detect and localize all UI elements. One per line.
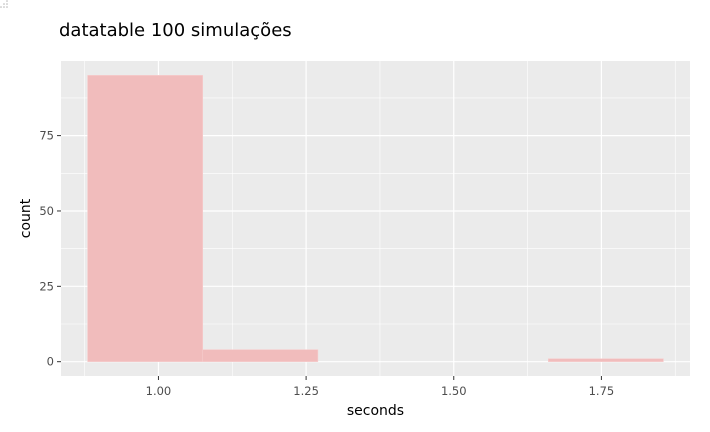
y-tick-label: 25 (39, 279, 54, 293)
chart-title: datatable 100 simulações (59, 20, 292, 41)
y-axis: 0 25 50 75 (39, 129, 61, 369)
histogram-bars (87, 75, 664, 362)
histogram-bar (202, 349, 319, 362)
y-tick-label: 50 (39, 204, 54, 218)
x-axis-title: seconds (347, 403, 404, 419)
histogram-bar (548, 358, 664, 362)
x-axis: 1.00 1.25 1.50 1.75 (146, 376, 615, 398)
y-tick-label: 75 (39, 129, 54, 143)
y-axis-title: count (18, 198, 34, 238)
histogram-bar (87, 75, 203, 362)
resize-grip-icon[interactable] (0, 0, 8, 8)
x-tick-label: 1.75 (589, 384, 615, 398)
y-tick-label: 0 (47, 355, 54, 369)
x-tick-label: 1.25 (293, 384, 319, 398)
x-tick-label: 1.50 (441, 384, 467, 398)
x-tick-label: 1.00 (146, 384, 172, 398)
